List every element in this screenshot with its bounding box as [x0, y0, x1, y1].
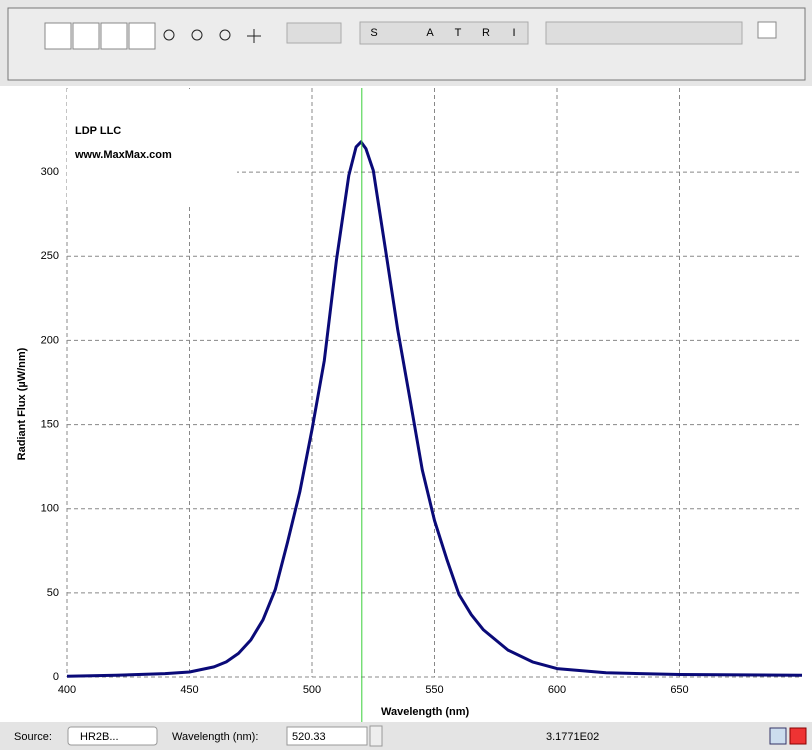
logo-backdrop: [67, 89, 237, 207]
close-button[interactable]: [789, 727, 807, 745]
wavelength-label: Wavelength (nm):: [172, 731, 258, 743]
x-axis-label: Wavelength (nm): [381, 706, 470, 718]
source-label: Source:: [14, 731, 52, 743]
y-tick-label: 300: [41, 166, 59, 178]
plot: 0 50 100 150 200 250 300 400 450 500 550 600 650: [41, 88, 803, 696]
wavelength-value[interactable]: 520.33: [292, 731, 326, 743]
y-tick-label: 250: [41, 250, 59, 262]
zoom-out[interactable]: [191, 29, 203, 41]
y-tick-label: 50: [47, 587, 59, 599]
source-select[interactable]: [67, 726, 158, 746]
toolbar-letter: A: [426, 27, 434, 39]
peak-button[interactable]: [769, 727, 787, 745]
wavelength-input[interactable]: [286, 726, 368, 746]
tool-button[interactable]: [44, 22, 72, 50]
source-value[interactable]: HR2B...: [80, 731, 119, 743]
x-tick-label: 450: [180, 684, 198, 696]
menu-button[interactable]: [757, 21, 777, 39]
logo-url: www.MaxMax.com: [74, 149, 172, 161]
reading: 3.1771E02: [546, 731, 599, 743]
tool-button[interactable]: [100, 22, 128, 50]
x-tick-label: 600: [548, 684, 566, 696]
toolbar-letter: T: [455, 27, 462, 39]
tool-button[interactable]: [72, 22, 100, 50]
pan[interactable]: [247, 29, 261, 43]
spectrum-line: [66, 140, 803, 678]
spinner[interactable]: [369, 725, 383, 747]
bulb-buttons[interactable]: [286, 22, 342, 44]
y-tick-label: 0: [53, 671, 59, 683]
y-tick-label: 200: [41, 334, 59, 346]
zoom-reset[interactable]: [219, 29, 231, 41]
x-tick-label: 550: [425, 684, 443, 696]
toolbar-letter: I: [512, 27, 515, 39]
toolbar-letter: S: [370, 27, 377, 39]
toolbar-buttons: [44, 21, 777, 50]
letter-buttons[interactable]: [359, 21, 529, 45]
y-tick-label: 100: [41, 503, 59, 515]
x-tick-label: 650: [670, 684, 688, 696]
file-buttons[interactable]: [545, 21, 743, 45]
y-axis-label: Radiant Flux (µW/nm): [16, 347, 28, 460]
toolbar-letter: R: [482, 27, 490, 39]
x-tick-label: 500: [303, 684, 321, 696]
y-tick-label: 150: [41, 418, 59, 430]
logo: LDP LLC: [75, 125, 121, 137]
x-tick-label: 400: [58, 684, 76, 696]
zoom-in[interactable]: [163, 29, 175, 41]
tool-button[interactable]: [128, 22, 156, 50]
